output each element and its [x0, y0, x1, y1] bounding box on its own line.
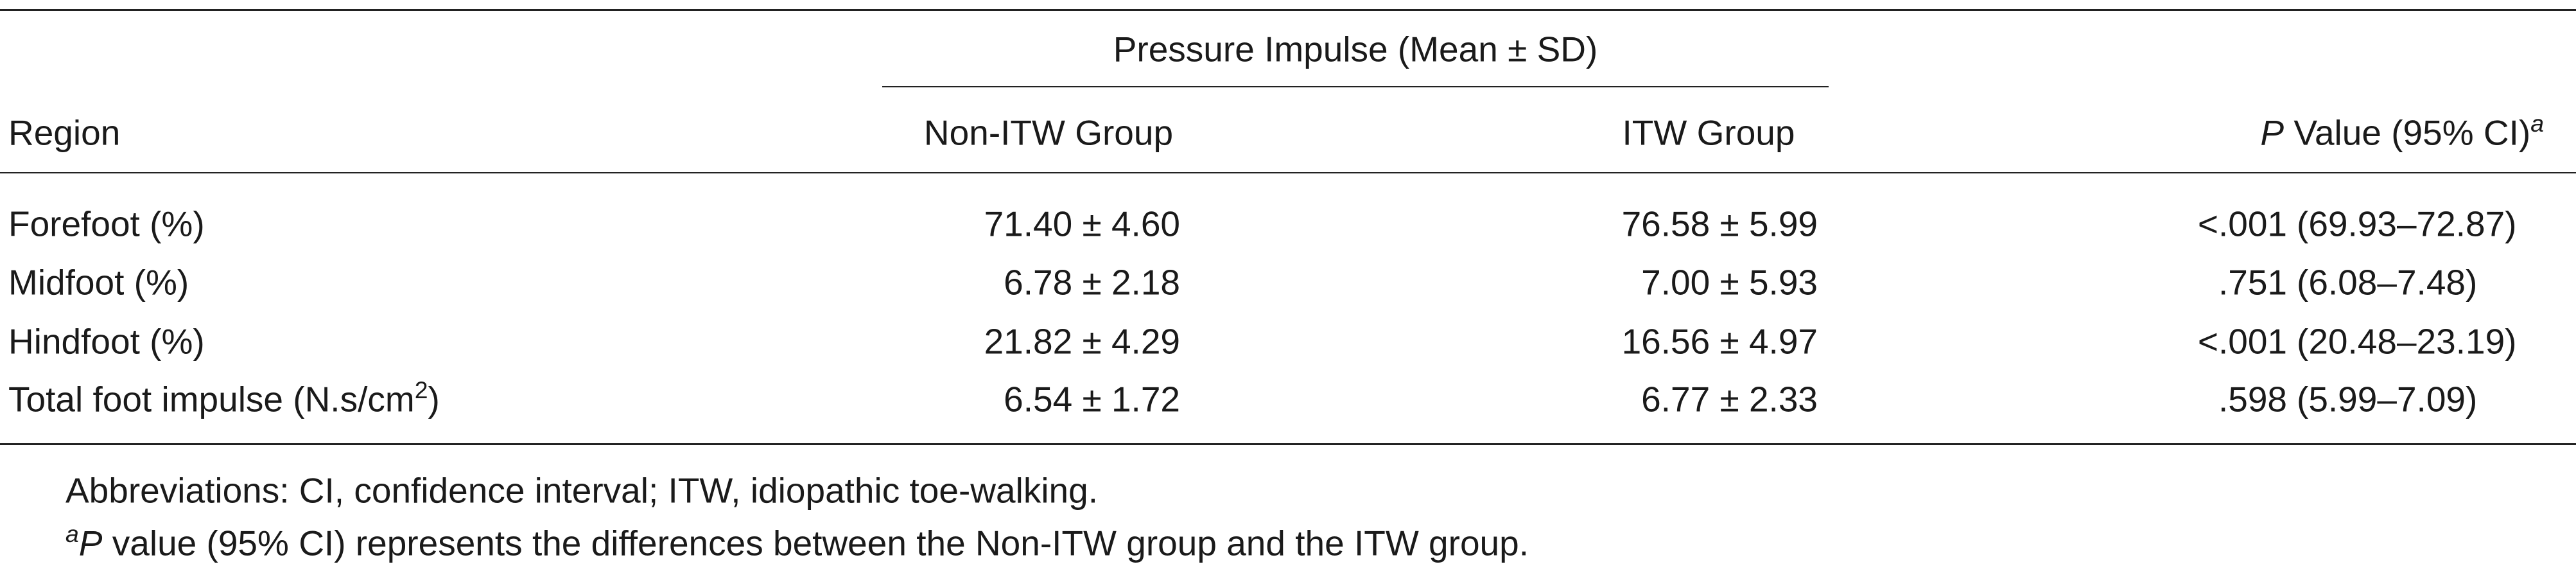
row-label: Forefoot (%) — [8, 204, 205, 244]
confidence-interval: (69.93–72.87) — [2297, 204, 2517, 244]
column-header-sup: a — [2530, 109, 2544, 137]
cell: 76.58 ± 5.99 — [1621, 204, 1818, 244]
column-header: Non-ITW Group — [923, 112, 1174, 153]
group-rule — [882, 86, 1829, 87]
cell: 6.54 ± 1.72 — [1004, 379, 1180, 419]
p-value: .751 — [2218, 262, 2287, 303]
row-label-sup: 2 — [414, 376, 428, 403]
row-label: Hindfoot (%) — [8, 324, 205, 360]
column-header: Region — [8, 112, 121, 153]
footnote-text: value (95% CI) represents the difference… — [102, 523, 1529, 563]
row-label-text: Hindfoot (%) — [8, 321, 205, 362]
column-header: ITW Group — [1622, 112, 1795, 153]
cell: 71.40 ± 4.60 — [984, 204, 1180, 244]
column-header-text: Value (95% CI) — [2284, 112, 2531, 153]
cell: 16.56 ± 4.97 — [1621, 321, 1818, 362]
row-label-text: Total foot impulse (N.s/cm — [8, 379, 415, 419]
group-header: Pressure Impulse (Mean ± SD) — [1113, 29, 1598, 69]
header-rule — [0, 172, 2576, 173]
p-value: <.001 — [2197, 321, 2287, 362]
row-label: Midfoot (%) — [8, 265, 189, 301]
cell: 7.00 ± 5.93 — [1641, 262, 1818, 303]
confidence-interval: (6.08–7.48) — [2297, 262, 2478, 303]
top-rule — [0, 9, 2576, 11]
bottom-rule — [0, 443, 2576, 445]
row-label: Total foot impulse (N.s/cm2) — [8, 378, 440, 419]
cell: 6.77 ± 2.33 — [1641, 379, 1818, 419]
confidence-interval: (20.48–23.19) — [2297, 321, 2517, 362]
confidence-interval: (5.99–7.09) — [2297, 379, 2478, 419]
column-header-italic: P — [2260, 112, 2284, 153]
row-label-after: ) — [428, 379, 440, 419]
column-header: P Value (95% CI)a — [2260, 111, 2544, 153]
footnote: Abbreviations: CI, confidence interval; … — [65, 470, 1098, 511]
p-value: <.001 — [2197, 204, 2287, 244]
footnote: aP value (95% CI) represents the differe… — [65, 522, 1529, 563]
footnote-marker: a — [65, 520, 79, 547]
footnote-italic: P — [78, 523, 103, 563]
row-label-text: Midfoot (%) — [8, 262, 189, 303]
cell: 6.78 ± 2.18 — [1004, 262, 1180, 303]
cell: 21.82 ± 4.29 — [984, 321, 1180, 362]
row-label-text: Forefoot (%) — [8, 204, 205, 244]
p-value: .598 — [2218, 379, 2287, 419]
